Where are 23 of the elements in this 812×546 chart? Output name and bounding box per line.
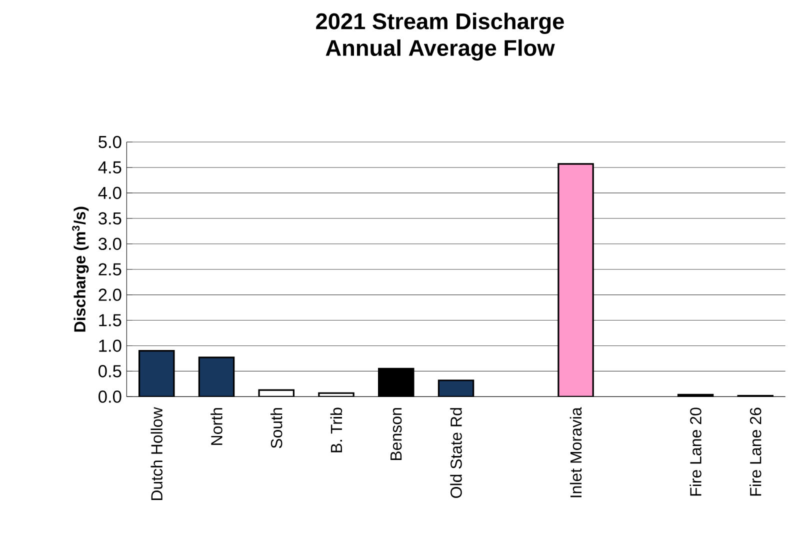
y-tick-label: 2.0	[98, 288, 122, 301]
chart-subtitle: Annual Average Flow	[326, 39, 555, 61]
y-tick-label: 1.0	[99, 340, 122, 352]
x-tick-label: Fire Lane 20	[690, 408, 702, 496]
y-tick-label: 1.5	[99, 314, 122, 326]
x-tick-label: Inlet Moravia	[570, 407, 582, 498]
x-tick-label: B. Trib	[330, 408, 342, 452]
x-tick-label: Old State Rd	[450, 408, 462, 498]
y-tick-label: 4.0	[98, 186, 122, 200]
chart-title: 2021 Stream Discharge	[316, 12, 564, 34]
x-tick-label: South	[270, 408, 282, 448]
x-tick-label: Fire Lane 26	[750, 408, 762, 496]
y-tick-label: 3.0	[98, 238, 122, 250]
y-tick-label: 5.0	[98, 136, 122, 148]
x-tick-label: North	[210, 408, 222, 445]
y-tick-label: 0.5	[98, 365, 122, 378]
y-tick-label: 2.5	[98, 263, 122, 276]
x-tick-label: Dutch Hollow	[150, 407, 162, 500]
x-tick-label: Benson	[390, 408, 402, 460]
y-axis-title: Discharge (m$^{3}$/s)	[72, 206, 89, 332]
y-tick-label: 3.5	[98, 212, 122, 225]
y-tick-label: 4.5	[98, 161, 122, 174]
y-tick-label: 0.0	[98, 390, 122, 403]
